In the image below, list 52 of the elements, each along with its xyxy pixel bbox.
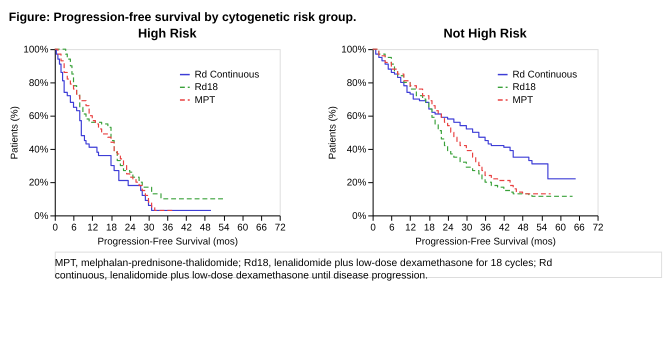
y-tick-label: 80% bbox=[346, 78, 367, 89]
legend-label: MPT bbox=[194, 94, 216, 106]
y-tick-label: 0% bbox=[352, 210, 367, 222]
x-tick-label: 42 bbox=[498, 222, 510, 234]
x-tick-label: 6 bbox=[71, 222, 77, 234]
x-tick-label: 60 bbox=[555, 222, 567, 234]
x-tick-label: 66 bbox=[574, 222, 585, 234]
y-tick-label: 40% bbox=[346, 144, 367, 156]
x-tick-label: 0 bbox=[52, 222, 59, 234]
legend-label: MPT bbox=[512, 94, 534, 106]
y-tick-label: 20% bbox=[28, 178, 49, 189]
x-axis-title: Progression-Free Survival (mos) bbox=[415, 236, 556, 248]
y-axis-title: Patients (%) bbox=[327, 106, 338, 160]
text: Figure: Progression-free survival by cytogenetic risk group. bbox=[8, 10, 356, 24]
x-tick-label: 72 bbox=[592, 222, 604, 234]
y-tick-label: 100% bbox=[23, 44, 49, 56]
x-tick-label: 12 bbox=[87, 222, 98, 234]
y-tick-label: 60% bbox=[346, 111, 367, 122]
legend-label: Rd18 bbox=[512, 82, 536, 94]
x-tick-label: 6 bbox=[389, 222, 395, 234]
y-tick-label: 80% bbox=[28, 78, 49, 89]
x-tick-label: 30 bbox=[144, 222, 155, 234]
x-tick-label: 18 bbox=[424, 222, 435, 234]
x-tick-label: 36 bbox=[480, 222, 492, 234]
text: MPT, melphalan-prednisone-thalidomide; Rd18, lenalidomide plus low-dose dexamethasone for 18 cycles; Rd continuous, lenalidomide plus low-dose dexamethasone until disease progression. bbox=[54, 258, 552, 282]
x-tick-label: 66 bbox=[256, 222, 267, 234]
y-tick-label: 20% bbox=[346, 178, 367, 189]
x-tick-label: 60 bbox=[237, 222, 249, 234]
x-axis-title: Progression-Free Survival (mos) bbox=[97, 236, 238, 248]
x-tick-label: 36 bbox=[162, 222, 174, 234]
chart-title: High Risk bbox=[138, 25, 198, 40]
legend-label: Rd Continuous bbox=[512, 70, 578, 81]
y-tick-label: 40% bbox=[28, 144, 49, 156]
x-tick-label: 42 bbox=[181, 222, 192, 234]
x-tick-label: 30 bbox=[461, 222, 473, 234]
x-tick-label: 48 bbox=[518, 222, 529, 234]
x-tick-label: 72 bbox=[274, 222, 286, 234]
y-tick-label: 60% bbox=[28, 111, 49, 122]
y-tick-label: 0% bbox=[34, 210, 49, 222]
x-tick-label: 0 bbox=[370, 222, 376, 234]
x-tick-label: 48 bbox=[200, 222, 211, 234]
x-tick-label: 12 bbox=[405, 222, 416, 234]
x-tick-label: 18 bbox=[106, 222, 117, 234]
y-axis-title: Patients (%) bbox=[10, 106, 21, 160]
x-tick-label: 24 bbox=[124, 222, 136, 234]
legend-label: Rd18 bbox=[194, 82, 218, 94]
x-tick-label: 24 bbox=[442, 222, 454, 234]
x-tick-label: 54 bbox=[536, 222, 548, 234]
chart-title: Not High Risk bbox=[443, 25, 528, 40]
x-tick-label: 54 bbox=[218, 222, 230, 234]
legend-label: Rd Continuous bbox=[194, 70, 260, 81]
y-tick-label: 100% bbox=[341, 44, 367, 56]
